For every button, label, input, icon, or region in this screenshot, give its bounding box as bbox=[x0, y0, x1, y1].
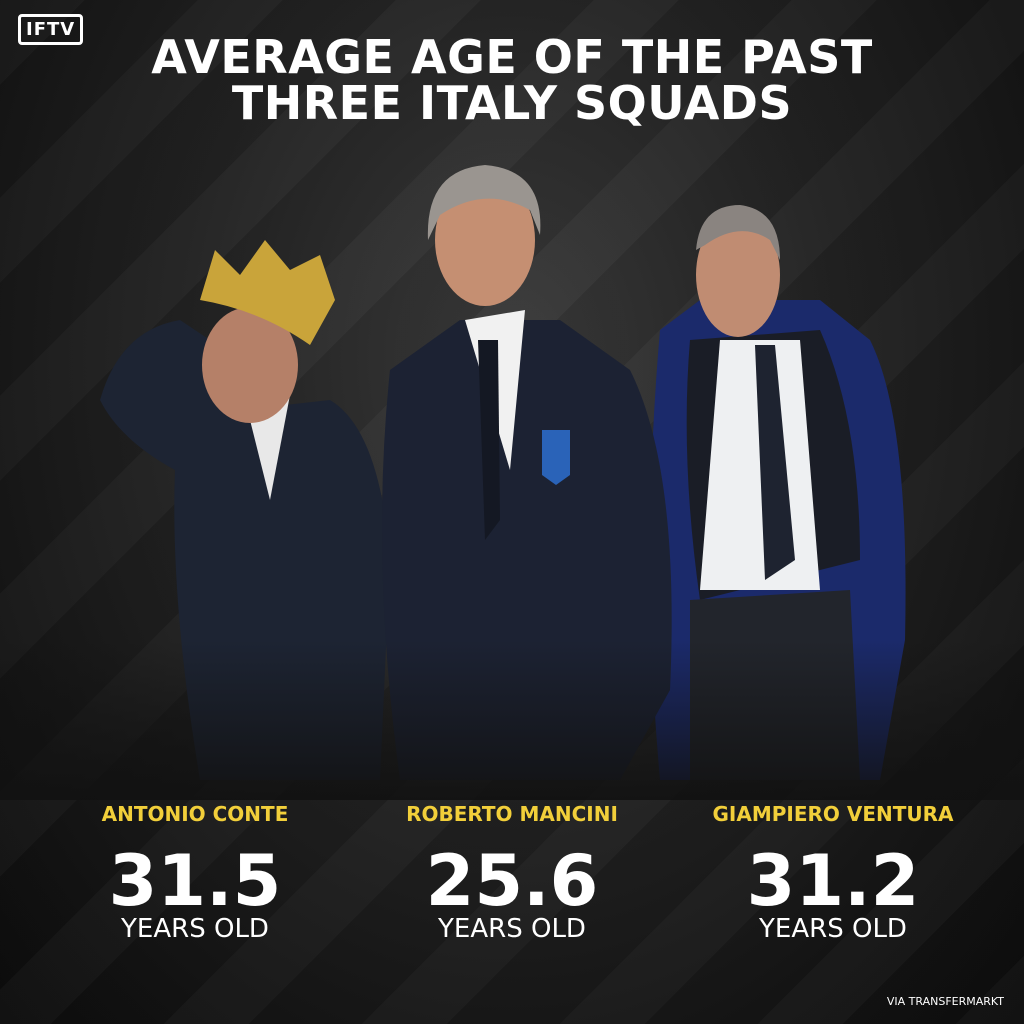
age-unit: YEARS OLD bbox=[759, 914, 907, 944]
coach-name: ANTONIO CONTE bbox=[101, 802, 289, 826]
coach-photos bbox=[0, 165, 1024, 800]
coach-age: 25.6 bbox=[425, 840, 599, 922]
coach-name: GIAMPIERO VENTURA bbox=[712, 802, 954, 826]
age-unit: YEARS OLD bbox=[121, 914, 269, 944]
coach-name: ROBERTO MANCINI bbox=[406, 802, 618, 826]
coach-age: 31.5 bbox=[108, 840, 282, 922]
source-note: VIA TRANSFERMARKT bbox=[886, 995, 1004, 1008]
title-line: THREE ITALY SQUADS bbox=[231, 76, 793, 130]
title-line: AVERAGE AGE OF THE PAST bbox=[151, 30, 873, 84]
logo: IFTV bbox=[18, 14, 84, 45]
coach-age: 31.2 bbox=[746, 840, 920, 922]
age-unit: YEARS OLD bbox=[438, 914, 586, 944]
